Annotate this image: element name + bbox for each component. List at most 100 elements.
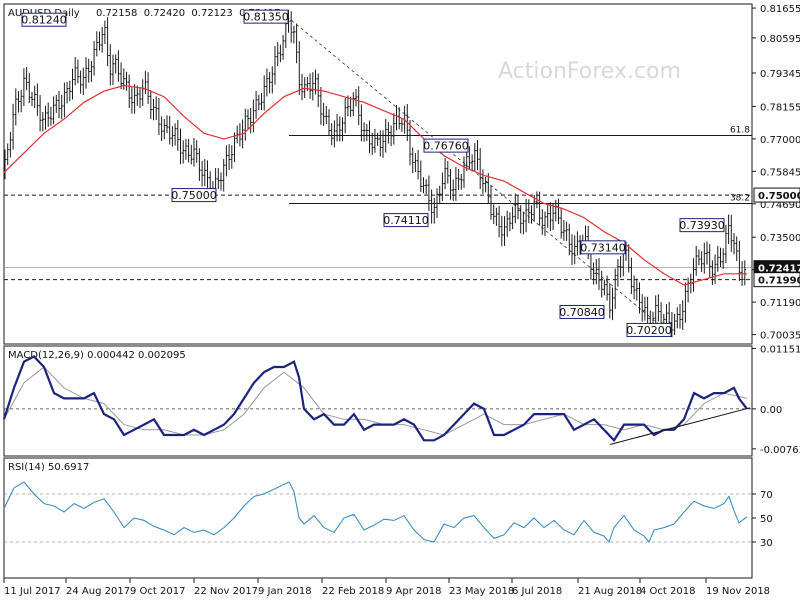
price-axis-box-text: 0.75000 — [758, 191, 800, 202]
price-bar — [454, 167, 458, 201]
price-bar — [47, 102, 50, 127]
fib-label: 38.2 — [730, 194, 750, 204]
price-bar — [541, 209, 544, 235]
price-bar — [379, 130, 382, 157]
price-bar — [141, 79, 144, 107]
price-bar — [387, 122, 390, 144]
price-bar — [511, 206, 514, 230]
price-bar — [508, 212, 512, 232]
swing-label-text: 0.74110 — [383, 214, 429, 227]
price-bar — [6, 143, 9, 166]
price-bar — [144, 70, 147, 95]
price-bar — [427, 175, 431, 212]
price-bar — [527, 199, 530, 224]
price-bar — [92, 40, 96, 76]
price-bar — [697, 249, 701, 266]
price-bar — [365, 124, 368, 142]
price-bar — [676, 307, 679, 329]
price-bar — [63, 82, 66, 118]
price-bar — [22, 68, 26, 106]
price-bar — [384, 118, 387, 153]
price-bar — [28, 73, 31, 104]
x-tick-label: 22 Feb 2018 — [322, 586, 384, 597]
price-bar — [179, 128, 182, 165]
price-bar — [117, 50, 120, 82]
price-bar — [573, 235, 576, 265]
watermark: ActionForex.com — [498, 59, 681, 84]
price-bar — [182, 140, 185, 164]
price-tick-label: 0.74690 — [760, 200, 800, 211]
price-bar — [732, 233, 736, 255]
price-bar — [481, 169, 485, 194]
price-bar — [17, 91, 20, 113]
price-bar — [446, 160, 449, 184]
price-bar — [95, 31, 98, 57]
swing-label-box — [679, 218, 725, 233]
price-bar — [730, 214, 733, 252]
price-bar — [695, 245, 698, 276]
price-bar — [368, 120, 371, 154]
price-bar — [673, 313, 676, 336]
price-bar — [592, 262, 595, 285]
price-bar — [349, 96, 352, 117]
price-bar — [484, 176, 487, 193]
price-bar — [308, 73, 312, 99]
swing-label: 0.74110 — [383, 213, 429, 228]
price-bar — [638, 282, 641, 314]
price-bar — [335, 113, 339, 142]
price-bar — [381, 130, 385, 158]
price-bar — [101, 26, 104, 53]
price-axis-box: 0.75000 — [753, 187, 800, 203]
price-bar — [157, 97, 161, 136]
price-bar — [476, 140, 479, 171]
x-tick-label: 9 Jan 2018 — [258, 586, 312, 597]
price-bar — [395, 104, 398, 131]
price-bar — [522, 212, 525, 235]
price-bar — [57, 90, 61, 119]
price-bar — [449, 169, 452, 200]
price-axis-box-bg — [753, 272, 800, 288]
price-bar — [125, 71, 128, 91]
macd-title: MACD(12,26,9) 0.000442 0.002095 — [8, 350, 186, 361]
price-bar — [632, 275, 636, 300]
x-tick-label: 23 May 2018 — [449, 586, 514, 597]
price-bar — [257, 94, 260, 111]
price-bar — [711, 260, 714, 286]
price-bar — [684, 282, 687, 323]
price-bar — [362, 122, 366, 142]
price-axis-box-bg — [753, 187, 800, 203]
price-bar — [82, 67, 85, 96]
price-bar — [398, 107, 401, 130]
price-bar — [681, 300, 684, 330]
rsi-tick-label: 70 — [760, 490, 773, 501]
price-bar — [408, 120, 412, 166]
swing-label-box — [626, 322, 672, 337]
price-bar — [111, 54, 115, 86]
price-bar — [346, 95, 350, 117]
price-bar — [225, 145, 228, 177]
price-bar — [479, 148, 482, 190]
price-bar — [341, 117, 344, 142]
price-bar — [290, 11, 293, 43]
swing-label-text: 0.76760 — [423, 140, 469, 153]
swing-label-box — [559, 304, 605, 319]
price-bar — [217, 167, 220, 189]
price-bar — [119, 62, 123, 90]
price-bar — [33, 85, 36, 109]
price-bar — [392, 113, 395, 145]
price-bar — [686, 277, 690, 303]
price-bar — [14, 88, 17, 126]
price-bar — [41, 111, 44, 132]
price-bar — [373, 128, 377, 153]
price-bar — [146, 72, 150, 104]
swing-label: 0.73140 — [580, 240, 626, 255]
price-tick-label: 0.75845 — [760, 167, 800, 178]
rsi-panel-frame — [3, 457, 753, 579]
price-bar — [103, 20, 107, 44]
price-bar — [371, 132, 374, 155]
price-bar — [60, 94, 63, 120]
price-bar — [276, 42, 279, 67]
price-bar — [325, 105, 328, 124]
price-bar — [530, 205, 533, 224]
price-bar — [176, 119, 179, 151]
